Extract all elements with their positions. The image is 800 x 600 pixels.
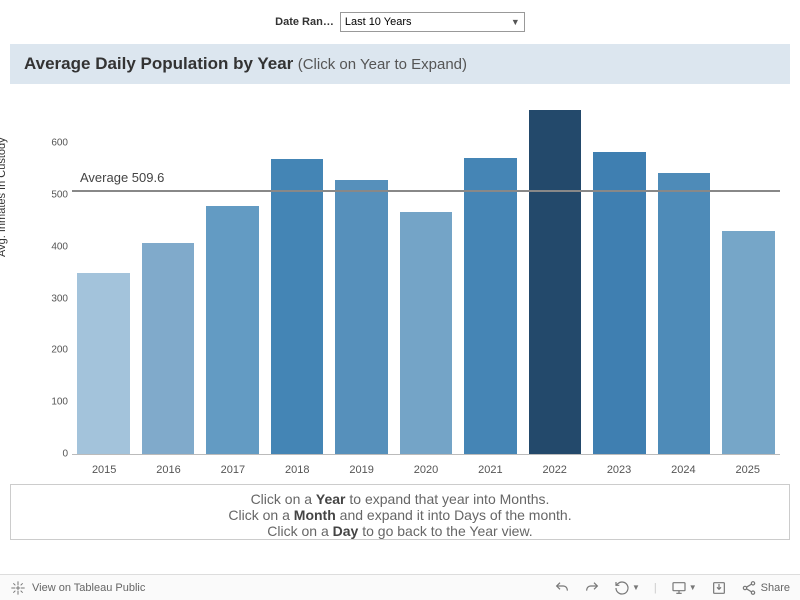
instruction-line-1: Click on a Year to expand that year into… (21, 491, 779, 507)
y-tick-label: 600 (42, 138, 68, 149)
bar-2016[interactable] (142, 243, 195, 454)
x-label: 2022 (528, 464, 582, 476)
instruction-line-2: Click on a Month and expand it into Days… (21, 507, 779, 523)
y-tick-label: 0 (42, 449, 68, 460)
chevron-down-icon: ▼ (632, 583, 640, 592)
instruction-line-3: Click on a Day to go back to the Year vi… (21, 523, 779, 539)
view-on-tableau-label: View on Tableau Public (32, 582, 145, 594)
x-label: 2016 (141, 464, 195, 476)
date-range-dropdown[interactable]: Last 10 Years ▼ (340, 12, 525, 32)
bar-2023[interactable] (593, 152, 646, 454)
y-tick-label: 200 (42, 345, 68, 356)
bar-2015[interactable] (77, 273, 130, 454)
x-label: 2020 (399, 464, 453, 476)
bar-2024[interactable] (658, 173, 711, 454)
x-axis-labels: 2015 2016 2017 2018 2019 2020 2021 2022 2023 2024… (72, 464, 780, 476)
bars-container (72, 102, 780, 454)
plot-area: 0100200300400500600Average 509.6 (72, 102, 780, 454)
top-controls: Date Ran… Last 10 Years ▼ (0, 0, 800, 40)
x-label: 2024 (656, 464, 710, 476)
view-on-tableau-link[interactable]: View on Tableau Public (10, 580, 145, 596)
y-axis-label: Avg. Inmates In Custody (0, 137, 8, 257)
chart-area: Avg. Inmates In Custody 0100200300400500… (10, 102, 790, 480)
bar-2020[interactable] (400, 212, 453, 454)
x-label: 2015 (77, 464, 131, 476)
chevron-down-icon: ▼ (511, 17, 520, 27)
replay-icon[interactable]: ▼ (614, 580, 640, 596)
y-tick-label: 300 (42, 293, 68, 304)
download-icon[interactable] (711, 580, 727, 596)
bar-2018[interactable] (271, 159, 324, 454)
bar-2019[interactable] (335, 180, 388, 454)
chart-title: Average Daily Population by Year (24, 54, 293, 73)
presentation-icon[interactable]: ▼ (671, 580, 697, 596)
y-tick-label: 400 (42, 241, 68, 252)
average-line (72, 190, 780, 192)
x-label: 2025 (721, 464, 775, 476)
date-range-label: Date Ran… (275, 16, 334, 28)
bar-2021[interactable] (464, 158, 517, 454)
x-label: 2019 (334, 464, 388, 476)
bar-2025[interactable] (722, 231, 775, 454)
date-range-value: Last 10 Years (345, 16, 412, 28)
chevron-down-icon: ▼ (689, 583, 697, 592)
chart-subtitle: (Click on Year to Expand) (298, 56, 467, 73)
share-icon (741, 580, 757, 596)
bar-2017[interactable] (206, 206, 259, 454)
x-label: 2017 (206, 464, 260, 476)
redo-icon[interactable] (584, 580, 600, 596)
chart-title-bar: Average Daily Population by Year (Click … (10, 44, 790, 84)
tableau-logo-icon (10, 580, 26, 596)
x-label: 2018 (270, 464, 324, 476)
bar-2022[interactable] (529, 110, 582, 454)
y-tick-label: 100 (42, 397, 68, 408)
y-tick-label: 500 (42, 190, 68, 201)
instructions-panel: Click on a Year to expand that year into… (10, 484, 790, 540)
x-label: 2023 (592, 464, 646, 476)
x-label: 2021 (463, 464, 517, 476)
share-button[interactable]: Share (741, 580, 790, 596)
share-label: Share (761, 582, 790, 594)
bottom-toolbar: View on Tableau Public ▼ | ▼ Share (0, 574, 800, 600)
undo-icon[interactable] (554, 580, 570, 596)
average-label: Average 509.6 (78, 170, 166, 185)
